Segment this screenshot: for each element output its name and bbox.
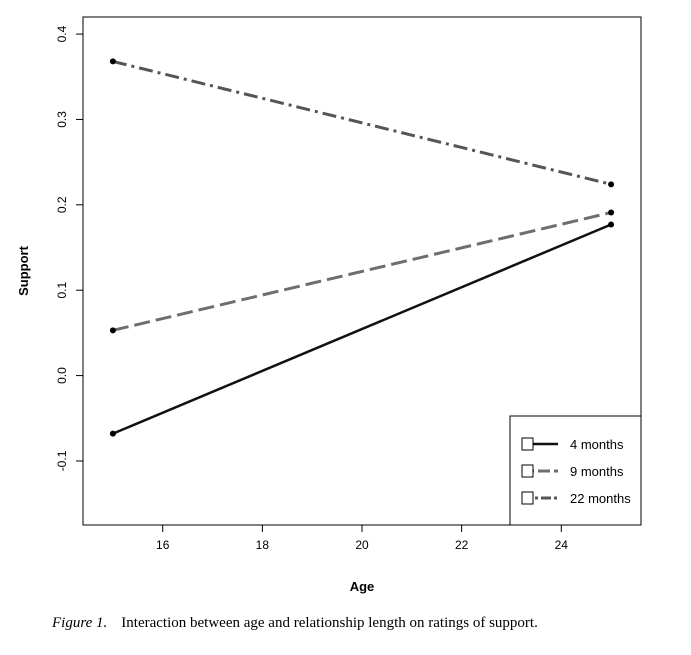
data-point xyxy=(109,430,116,437)
x-tick-label: 20 xyxy=(355,538,369,552)
y-tick-label: 0.2 xyxy=(55,196,69,213)
y-tick-label: 0.3 xyxy=(55,111,69,128)
chart: 16 18 20 22 24 -0.1 0.0 0.1 0.2 0.3 0.4 Age Suppo… xyxy=(16,16,642,594)
data-point xyxy=(608,221,615,228)
x-tick-label: 24 xyxy=(555,538,569,552)
legend-label: 9 months xyxy=(570,464,624,479)
data-point xyxy=(608,181,615,188)
x-axis: 16 18 20 22 24 xyxy=(156,525,568,552)
x-tick-label: 22 xyxy=(455,538,469,552)
legend: 4 months 9 months 22 months xyxy=(509,415,642,526)
y-tick-label: 0.0 xyxy=(55,367,69,384)
figure-label: Figure 1. xyxy=(52,615,108,631)
x-tick-label: 18 xyxy=(256,538,270,552)
x-axis-title: Age xyxy=(350,579,375,594)
y-tick-label: 0.4 xyxy=(55,25,69,42)
x-tick-label: 16 xyxy=(156,538,170,552)
y-tick-label: -0.1 xyxy=(55,450,69,471)
legend-label: 22 months xyxy=(570,491,631,506)
data-point xyxy=(109,58,116,65)
data-point xyxy=(608,209,615,216)
data-point xyxy=(109,327,116,334)
series-line-22-months xyxy=(112,59,612,186)
legend-marker xyxy=(521,491,534,505)
legend-label: 4 months xyxy=(570,437,624,452)
series-line-4-months xyxy=(112,223,612,435)
y-axis-title: Support xyxy=(16,245,31,295)
series-line-9-months xyxy=(112,211,612,332)
legend-marker xyxy=(521,437,534,451)
figure-caption: Figure 1. Interaction between age and rel… xyxy=(52,615,538,632)
y-axis: -0.1 0.0 0.1 0.2 0.3 0.4 xyxy=(55,25,83,471)
figure-caption-text: Interaction between age and relationship… xyxy=(121,615,538,631)
series-layer xyxy=(109,58,615,437)
legend-marker xyxy=(521,464,534,478)
y-tick-label: 0.1 xyxy=(55,282,69,299)
